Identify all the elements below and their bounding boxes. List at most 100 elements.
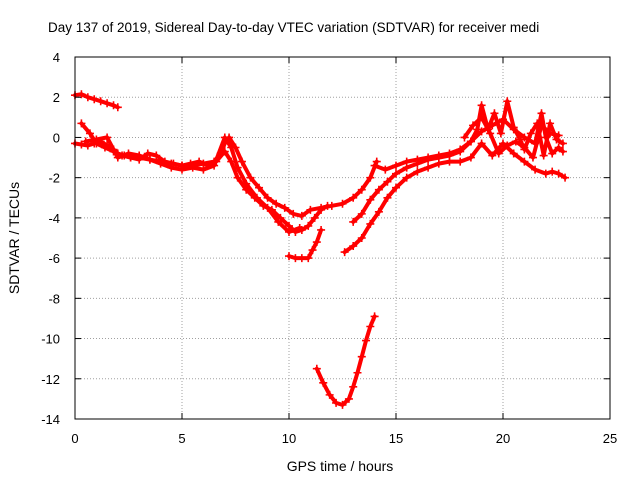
data-point-marker — [220, 147, 229, 156]
data-point-marker — [383, 177, 392, 186]
chart-title: Day 137 of 2019, Sidereal Day-to-day VTE… — [48, 20, 539, 35]
data-point-marker — [477, 127, 486, 136]
data-point-marker — [511, 137, 520, 146]
data-point-marker — [554, 143, 563, 152]
data-point-marker — [366, 322, 375, 331]
y-tick-label: -14 — [41, 412, 60, 427]
data-point-marker — [392, 161, 400, 170]
data-point-marker — [357, 209, 366, 218]
x-axis-ticks: 0 5 10 15 20 25 — [71, 57, 617, 446]
data-point-marker — [456, 145, 465, 154]
data-point-marker — [255, 183, 264, 192]
data-point-marker — [477, 113, 486, 122]
data-point-marker — [124, 149, 133, 158]
series-track-6 — [312, 312, 379, 409]
data-point-marker — [541, 169, 550, 178]
data-point-marker — [317, 225, 326, 234]
data-point-marker — [349, 242, 358, 251]
data-point-marker — [374, 185, 383, 194]
data-point-marker — [539, 151, 548, 160]
y-tick-label: -2 — [48, 171, 60, 186]
data-point-marker — [490, 109, 499, 118]
data-point-marker — [460, 133, 469, 142]
data-point-marker — [96, 97, 105, 106]
series-track-10 — [460, 113, 563, 162]
data-point-marker — [233, 163, 242, 172]
x-axis-label: GPS time / hours — [287, 458, 394, 474]
y-tick-label: -10 — [41, 332, 60, 347]
x-tick-label: 0 — [71, 431, 78, 446]
x-tick-label: 5 — [178, 431, 185, 446]
data-point-marker — [308, 246, 317, 255]
data-point-marker — [156, 159, 165, 168]
data-point-marker — [199, 165, 208, 174]
data-point-marker — [242, 179, 251, 188]
data-point-marker — [109, 101, 118, 110]
data-point-marker — [531, 165, 540, 174]
data-point-marker — [285, 227, 293, 236]
data-point-marker — [558, 147, 567, 156]
data-point-marker — [340, 248, 349, 257]
data-point-marker — [295, 223, 304, 232]
data-point-marker — [546, 119, 555, 128]
data-point-marker — [488, 151, 497, 160]
data-point-marker — [370, 161, 379, 170]
data-point-marker — [488, 121, 497, 130]
y-tick-label: -8 — [48, 291, 60, 306]
data-point-marker — [103, 99, 112, 108]
data-point-marker — [113, 103, 122, 112]
data-point-marker — [477, 139, 486, 148]
data-point-marker — [374, 207, 383, 216]
data-point-marker — [338, 400, 347, 409]
data-point-marker — [304, 221, 313, 230]
data-point-marker — [349, 193, 358, 202]
data-point-marker — [558, 139, 567, 148]
data-point-marker — [353, 368, 362, 377]
grid-lines — [75, 57, 610, 419]
data-point-marker — [85, 129, 94, 138]
series-track-7 — [340, 139, 570, 257]
series-track-4 — [81, 133, 304, 236]
data-point-marker — [509, 125, 518, 134]
data-point-marker — [135, 151, 144, 160]
data-point-marker — [445, 149, 454, 158]
data-point-marker — [366, 173, 375, 182]
data-point-marker — [486, 129, 495, 138]
series-track-5 — [285, 225, 326, 263]
y-tick-label: 4 — [53, 50, 60, 65]
y-axis-label: SDTVAR / TECUs — [6, 182, 22, 294]
series-trace — [314, 314, 377, 407]
y-tick-label: 0 — [53, 130, 60, 145]
data-point-marker — [520, 157, 529, 166]
data-point-marker — [344, 394, 353, 403]
y-tick-label: -4 — [48, 211, 60, 226]
data-point-marker — [424, 153, 433, 162]
data-point-marker — [263, 193, 272, 202]
data-point-marker — [246, 173, 255, 182]
data-point-marker — [100, 143, 109, 152]
data-point-marker — [357, 234, 366, 242]
data-point-marker — [548, 149, 557, 158]
data-point-marker — [83, 93, 92, 102]
data-point-marker — [456, 157, 465, 166]
x-tick-label: 10 — [282, 431, 296, 446]
data-point-marker — [323, 201, 332, 210]
data-point-marker — [466, 137, 475, 146]
data-point-marker — [143, 149, 152, 158]
data-point-marker — [520, 133, 529, 142]
data-point-marker — [188, 163, 197, 172]
data-point-marker — [274, 217, 283, 226]
data-point-marker — [528, 153, 537, 162]
series-track-1 — [71, 90, 122, 112]
data-point-marker — [210, 161, 219, 170]
data-point-marker — [357, 185, 366, 194]
data-point-marker — [366, 219, 375, 228]
data-point-marker — [372, 157, 381, 166]
data-point-marker — [499, 139, 507, 148]
data-point-marker — [392, 169, 400, 178]
y-tick-label: -12 — [41, 372, 60, 387]
data-point-marker — [466, 153, 475, 162]
data-point-marker — [319, 378, 328, 387]
data-point-marker — [90, 95, 99, 104]
